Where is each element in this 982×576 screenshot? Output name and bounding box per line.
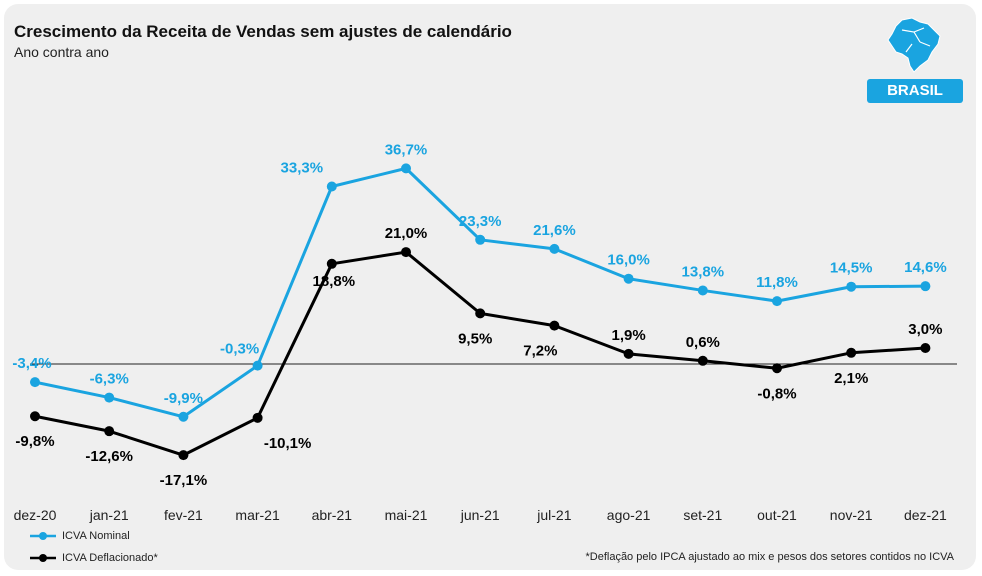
data-label: -10,1%	[264, 435, 312, 452]
data-point	[178, 411, 189, 422]
chart-card	[4, 4, 976, 570]
x-tick-label: jul-21	[536, 507, 571, 523]
data-label: -6,3%	[90, 371, 129, 388]
data-point	[846, 281, 857, 292]
data-label: 14,5%	[830, 260, 873, 277]
data-label: -0,8%	[757, 385, 796, 402]
x-tick-label: mar-21	[235, 507, 280, 523]
data-label: -9,9%	[164, 390, 203, 407]
data-point	[30, 377, 40, 388]
data-point	[549, 243, 560, 254]
data-point	[846, 347, 857, 358]
data-label: 16,0%	[607, 252, 650, 269]
legend-swatch-deflated	[30, 554, 56, 563]
x-tick-label: set-21	[683, 507, 722, 523]
data-point	[697, 355, 708, 366]
data-point	[772, 296, 782, 307]
data-point	[623, 273, 634, 284]
x-tick-label: dez-20	[14, 507, 57, 523]
data-point	[401, 247, 411, 258]
data-label: -3,4%	[12, 355, 51, 372]
legend-item-deflated: ICVA Deflacionado*	[30, 552, 158, 564]
data-point	[326, 181, 337, 192]
data-label: -12,6%	[85, 448, 133, 465]
data-label: 14,6%	[904, 259, 947, 276]
data-point	[920, 343, 931, 354]
data-point	[772, 363, 782, 374]
data-point	[252, 360, 263, 371]
series-line-nominal	[34, 166, 926, 419]
legend-label-nominal: ICVA Nominal	[62, 530, 130, 542]
data-label: 36,7%	[385, 141, 428, 158]
data-point	[30, 411, 40, 422]
data-point	[401, 163, 411, 174]
brazil-map-icon	[887, 17, 941, 73]
data-label: 7,2%	[523, 343, 557, 360]
x-tick-label: abr-21	[312, 507, 353, 523]
data-label: 13,8%	[682, 263, 725, 280]
data-point	[475, 308, 486, 319]
data-label: 9,5%	[458, 330, 492, 347]
data-point	[623, 348, 634, 359]
data-label: 23,3%	[459, 213, 502, 230]
data-label: 1,9%	[611, 327, 645, 344]
x-tick-label: mai-21	[385, 507, 428, 523]
data-label: -0,3%	[220, 341, 259, 358]
footnote: *Deflação pelo IPCA ajustado ao mix e pe…	[585, 551, 954, 563]
data-label: 33,3%	[281, 160, 324, 177]
legend-label-deflated: ICVA Deflacionado*	[62, 552, 158, 564]
x-tick-label: jan-21	[89, 507, 129, 523]
data-point	[326, 258, 337, 269]
data-label: 0,6%	[686, 334, 720, 351]
x-tick-label: ago-21	[607, 507, 651, 523]
region-badge: BRASIL	[867, 79, 963, 103]
data-point	[549, 320, 560, 331]
legend-item-nominal: ICVA Nominal	[30, 530, 130, 542]
data-label: 21,6%	[533, 222, 576, 239]
x-tick-label: dez-21	[904, 507, 947, 523]
chart-title: Crescimento da Receita de Vendas sem aju…	[14, 22, 512, 41]
data-point	[475, 234, 486, 245]
x-tick-label: fev-21	[164, 507, 203, 523]
data-point	[104, 392, 115, 403]
data-label: 3,0%	[908, 321, 942, 338]
data-label: 11,8%	[756, 274, 798, 291]
data-point	[104, 426, 115, 437]
data-label: 2,1%	[834, 370, 868, 387]
x-tick-label: nov-21	[830, 507, 873, 523]
data-point	[178, 450, 189, 461]
legend-swatch-nominal	[30, 532, 56, 541]
x-tick-label: out-21	[757, 507, 797, 523]
data-label: 21,0%	[385, 225, 428, 242]
data-point	[697, 285, 708, 296]
chart-subtitle: Ano contra ano	[14, 44, 109, 60]
data-label: -9,8%	[15, 433, 54, 450]
data-point	[252, 412, 263, 423]
data-label: -17,1%	[160, 472, 208, 489]
data-label: 18,8%	[313, 273, 356, 290]
data-point	[920, 281, 931, 292]
x-tick-label: jun-21	[460, 507, 500, 523]
